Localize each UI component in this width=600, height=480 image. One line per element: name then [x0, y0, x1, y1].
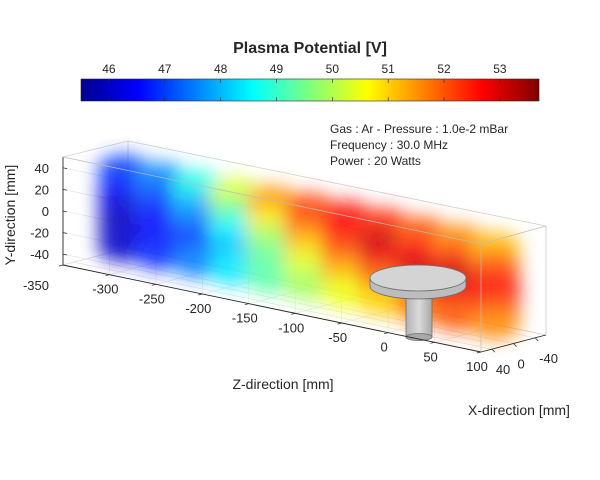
heat-field-cells [97, 154, 521, 340]
z-tick-label: 50 [423, 349, 437, 364]
colorbar-tick-label: 48 [214, 62, 228, 76]
y-axis-label: Y-direction [mm] [2, 165, 18, 266]
colorbar: 46 47 48 49 50 51 52 53 [80, 62, 540, 102]
colorbar-tick-label: 51 [382, 62, 396, 76]
colorbar-tick-label: 46 [102, 62, 116, 76]
z-tick [384, 332, 389, 335]
heat-field [97, 154, 521, 340]
z-tick-label: -50 [328, 330, 347, 345]
annotation-power: Power : 20 Watts [330, 154, 421, 168]
z-tick-label: -100 [278, 320, 304, 335]
z-tick [198, 293, 203, 296]
z-axis-ticks: -350 -300 -250 -200 -150 -100 -50 0 50 100 [23, 264, 488, 374]
colorbar-tick-label: 50 [326, 62, 340, 76]
x-tick [534, 337, 539, 342]
electrode-disk-top [369, 264, 467, 292]
x-tick-label: 40 [496, 362, 510, 377]
z-tick-label: -200 [185, 301, 211, 316]
chart-title: Plasma Potential [V] [233, 40, 387, 57]
y-tick-label: -20 [30, 226, 49, 241]
z-tick-label: -150 [232, 311, 258, 326]
colorbar-gradient [80, 78, 540, 102]
z-tick-label: 0 [380, 340, 387, 355]
x-axis-label: X-direction [mm] [468, 402, 570, 418]
z-tick-label: 100 [466, 359, 488, 374]
z-tick-label: -300 [92, 282, 118, 297]
z-tick [337, 322, 342, 325]
z-tick-label: -350 [23, 278, 49, 293]
colorbar-ticks: 46 47 48 49 50 51 52 53 [102, 62, 507, 101]
z-axis-line [62, 264, 482, 353]
axes-box-front [62, 156, 547, 353]
annotation-frequency: Frequency : 30.0 MHz [330, 138, 448, 152]
annotation-gas: Gas : Ar - Pressure : 1.0e-2 mBar [330, 122, 508, 136]
z-tick [291, 312, 296, 315]
x-axis-ticks: 40 0 -40 [491, 337, 558, 377]
colorbar-tick-label: 49 [270, 62, 284, 76]
y-tick [62, 232, 68, 234]
z-tick [244, 303, 249, 306]
colorbar-tick-label: 53 [493, 62, 507, 76]
x-tick-label: -40 [539, 351, 558, 366]
z-tick [151, 283, 156, 286]
y-axis-ticks: 40 20 0 -20 -40 [30, 161, 68, 262]
electrode-post-base [405, 333, 433, 341]
electrode [369, 264, 467, 341]
x-tick-label: 0 [518, 357, 525, 372]
colorbar-tick-label: 47 [158, 62, 172, 76]
z-tick [476, 351, 482, 354]
z-tick [430, 341, 435, 344]
y-tick [62, 210, 68, 213]
z-tick [105, 274, 110, 277]
y-tick [62, 189, 68, 191]
y-tick-label: 20 [35, 182, 49, 197]
x-tick [491, 348, 496, 353]
y-tick [62, 253, 68, 256]
z-axis-label: Z-direction [mm] [232, 376, 333, 392]
x-tick [513, 343, 517, 347]
y-tick [62, 167, 68, 169]
colorbar-tick-label: 52 [437, 62, 451, 76]
y-tick-label: 0 [42, 204, 49, 219]
z-tick [58, 264, 64, 267]
y-tick-label: 40 [35, 161, 49, 176]
y-tick-label: -40 [30, 247, 49, 262]
heat-cell [468, 307, 521, 340]
z-tick-label: -250 [139, 291, 165, 306]
